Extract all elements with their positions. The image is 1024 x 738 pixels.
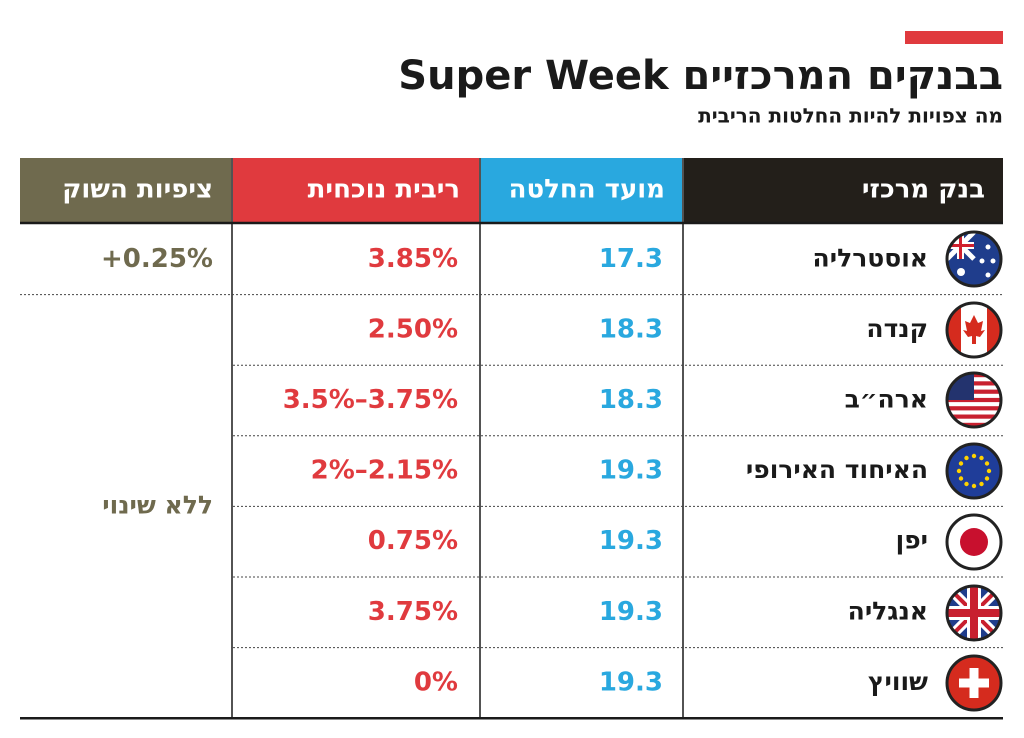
current-rate: 3.5%–3.75% <box>283 385 458 415</box>
subtitle: מה צפויות להיות החלטות הריבית <box>698 104 1003 128</box>
decision-date: 18.3 <box>599 385 663 415</box>
column-header-bg <box>20 158 231 222</box>
current-rate: 2%–2.15% <box>311 456 458 486</box>
bank-name: קנדה <box>866 314 928 343</box>
flag-australia <box>945 230 1003 288</box>
bank-name: האיחוד האירופי <box>746 455 928 484</box>
flag-eu <box>945 442 1003 500</box>
column-header-bg <box>684 158 1003 222</box>
decision-date: 18.3 <box>599 314 663 344</box>
flag-switzerland <box>945 654 1003 712</box>
accent-bar <box>905 31 1003 44</box>
current-rate: 0.75% <box>368 526 458 556</box>
market-expectation: +0.25% <box>101 244 213 274</box>
bank-name: אנגליה <box>848 596 928 625</box>
decision-date: 19.3 <box>599 667 663 697</box>
current-rate: 3.75% <box>368 597 458 627</box>
decision-date: 19.3 <box>599 526 663 556</box>
decision-date: 19.3 <box>599 597 663 627</box>
column-header: מועד החלטה <box>509 175 665 205</box>
flags <box>945 230 1003 712</box>
current-rate: 2.50% <box>368 314 458 344</box>
current-rate: 3.85% <box>368 244 458 274</box>
bank-name: אוסטרליה <box>813 243 928 272</box>
column-header-bg <box>481 158 682 222</box>
column-header: ציפיות השוק <box>62 175 213 205</box>
flag-canada <box>945 301 1003 359</box>
column-header-bg <box>233 158 479 222</box>
decision-date: 19.3 <box>599 456 663 486</box>
column-header: בנק מרכזי <box>862 175 985 205</box>
title: Super Week בבנקים המרכזיים <box>398 53 1003 99</box>
decision-date: 17.3 <box>599 244 663 274</box>
current-rate: 0% <box>414 667 458 697</box>
column-header: ריבית נוכחית <box>308 175 460 205</box>
bank-name: ארה״ב <box>845 385 928 414</box>
bank-name: שוויץ <box>868 667 928 696</box>
market-expectation: ללא שינוי <box>102 490 213 519</box>
flag-uk <box>945 584 1003 642</box>
flag-usa <box>945 371 1003 429</box>
flag-japan <box>945 513 1003 571</box>
bank-name: יפן <box>896 526 928 555</box>
